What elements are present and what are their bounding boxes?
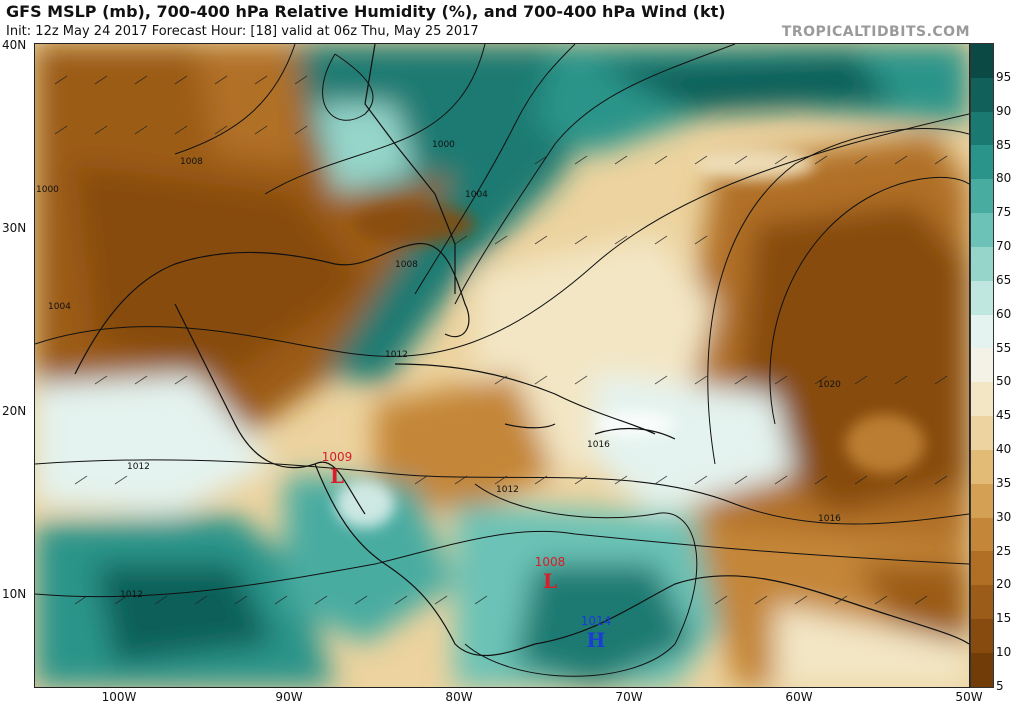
colorbar-swatch	[971, 517, 993, 552]
colorbar-label: 70	[996, 239, 1012, 254]
low-symbol: L	[329, 464, 345, 488]
colorbar-swatch	[971, 179, 993, 214]
low-symbol: L	[542, 569, 558, 593]
isobar-label: 1016	[818, 514, 841, 524]
isobar-label: 1012	[385, 350, 408, 360]
isobar-label: 1012	[127, 462, 150, 472]
colorbar-swatch	[971, 551, 993, 586]
latitude-label: 10N	[2, 587, 27, 601]
isobar-label: 1000	[36, 185, 59, 195]
isobars	[35, 44, 969, 677]
high-pressure-center: 1014 H	[581, 614, 612, 652]
colorbar-label: 50	[996, 374, 1012, 389]
pressure-value: 1014	[580, 614, 612, 628]
colorbar-label: 75	[996, 205, 1012, 220]
colorbar-swatch	[971, 145, 993, 180]
colorbar-swatch	[971, 348, 993, 383]
colorbar-label: 90	[996, 103, 1012, 118]
colorbar-label: 80	[996, 171, 1012, 186]
pressure-value: 1009	[321, 450, 353, 464]
colorbar-swatch	[971, 77, 993, 112]
wind-barbs	[54, 75, 948, 605]
latitude-label: 20N	[2, 404, 27, 418]
isobar-label: 1012	[496, 485, 519, 495]
colorbar-label: 40	[996, 442, 1012, 457]
low-pressure-center: 1009 L	[322, 450, 353, 488]
colorbar-swatch	[971, 619, 993, 653]
colorbar-label: 35	[996, 475, 1012, 490]
colorbar-swatch	[971, 416, 993, 450]
colorbar-label: 65	[996, 272, 1012, 287]
colorbar-swatch	[971, 246, 993, 281]
colorbar-label: 85	[996, 137, 1012, 152]
colorbar-swatch	[971, 213, 993, 247]
colorbar-label: 30	[996, 509, 1012, 524]
latitude-label: 30N	[2, 221, 27, 235]
coastlines	[74, 44, 969, 657]
colorbar-label: 15	[996, 611, 1012, 626]
isobar-label: 1008	[180, 157, 203, 167]
pressure-value: 1008	[534, 555, 566, 569]
longitude-label: 100W	[101, 690, 137, 704]
map-title: GFS MSLP (mb), 700-400 hPa Relative Humi…	[6, 2, 726, 21]
colorbar-swatch	[971, 449, 993, 484]
colorbar-label: 10	[996, 645, 1012, 660]
colorbar-label: 5	[996, 679, 1004, 693]
map-canvas	[35, 44, 969, 687]
isobar-label: 1012	[120, 590, 143, 600]
map-subtitle: Init: 12z May 24 2017 Forecast Hour: [18…	[6, 24, 479, 39]
header: GFS MSLP (mb), 700-400 hPa Relative Humi…	[6, 2, 1018, 42]
colorbar-label: 25	[996, 543, 1012, 558]
latitude-label: 40N	[2, 38, 27, 52]
isobar-label: 1000	[432, 140, 455, 150]
colorbar-label: 20	[996, 577, 1012, 592]
isobar-label: 1016	[587, 440, 610, 450]
weather-map	[34, 43, 970, 688]
longitude-label: 50W	[955, 690, 983, 704]
isobar-label: 1004	[48, 302, 71, 312]
humidity-colorbar	[970, 43, 994, 688]
colorbar-label: 95	[996, 69, 1012, 84]
longitude-label: 80W	[445, 690, 473, 704]
high-symbol: H	[586, 628, 606, 652]
colorbar-swatch	[971, 585, 993, 620]
colorbar-swatch	[971, 44, 993, 78]
colorbar-label: 55	[996, 340, 1012, 355]
longitude-label: 70W	[615, 690, 643, 704]
isobar-label: 1020	[818, 380, 841, 390]
isobar-label: 1004	[465, 190, 488, 200]
colorbar-swatch	[971, 483, 993, 518]
colorbar-swatch	[971, 111, 993, 146]
longitude-label: 60W	[785, 690, 813, 704]
colorbar-swatch	[971, 382, 993, 417]
colorbar-label: 60	[996, 306, 1012, 321]
colorbar-swatch	[971, 280, 993, 315]
colorbar-label: 45	[996, 408, 1012, 423]
longitude-label: 90W	[275, 690, 303, 704]
colorbar-swatch	[971, 652, 993, 687]
low-pressure-center: 1008 L	[535, 555, 566, 593]
brand-watermark: TROPICALTIDBITS.COM	[781, 24, 970, 40]
colorbar-swatch	[971, 314, 993, 349]
isobar-label: 1008	[395, 260, 418, 270]
